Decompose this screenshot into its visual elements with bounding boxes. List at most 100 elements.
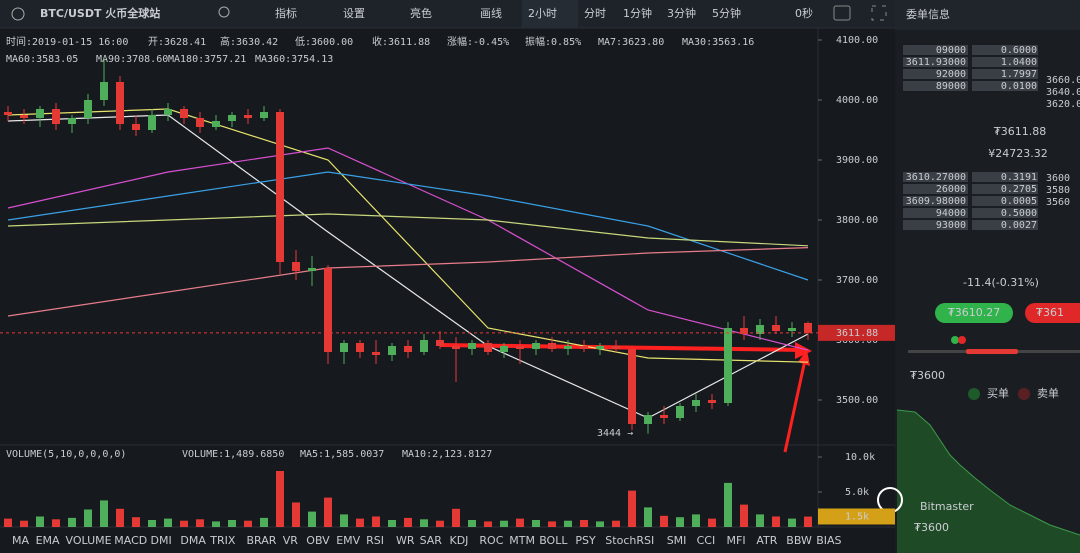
volume-bar bbox=[164, 518, 172, 527]
volume-bar bbox=[628, 490, 636, 527]
sell-button[interactable] bbox=[1025, 303, 1080, 323]
buy-button-label[interactable]: ₮3610.27 bbox=[948, 306, 1001, 319]
current-volume-tag bbox=[818, 508, 895, 525]
candle-body bbox=[676, 406, 684, 418]
indicator-tab[interactable]: BBW bbox=[786, 534, 812, 547]
indicator-tab[interactable]: WR bbox=[396, 534, 415, 547]
candle-body bbox=[692, 400, 700, 406]
volume-bar bbox=[500, 520, 508, 527]
indicator-tab[interactable]: CCI bbox=[697, 534, 716, 547]
indicator-tab[interactable]: BOLL bbox=[539, 534, 568, 547]
candle-body bbox=[292, 262, 300, 271]
symbol[interactable]: BTC/USDT 火币全球站 bbox=[40, 6, 160, 20]
indicator-tab[interactable]: EMV bbox=[336, 534, 360, 547]
indicator-tab[interactable]: MACD bbox=[114, 534, 147, 547]
indicator-tab[interactable]: StochRSI bbox=[605, 534, 654, 547]
indicator-tab[interactable]: RSI bbox=[366, 534, 384, 547]
last-cny: ¥24723.32 bbox=[988, 147, 1048, 160]
candle-body bbox=[596, 346, 604, 349]
ma-line bbox=[7, 114, 809, 419]
indicator-tab[interactable]: BIAS bbox=[816, 534, 841, 547]
ask-depth bbox=[903, 81, 968, 91]
arrow-head bbox=[795, 342, 812, 359]
interval-active[interactable]: 2小时 bbox=[528, 7, 557, 20]
toolbar-item[interactable]: 亮色 bbox=[410, 6, 432, 20]
drawn-arrow bbox=[439, 343, 806, 352]
indicator-tab[interactable]: DMI bbox=[151, 534, 172, 547]
volume-bar bbox=[260, 517, 268, 527]
toolbar-item[interactable]: 指标 bbox=[275, 6, 297, 20]
indicator-tab[interactable]: MTM bbox=[509, 534, 535, 547]
indicator-tab[interactable]: VR bbox=[283, 534, 299, 547]
candle-body bbox=[36, 109, 44, 118]
indicator-tab[interactable]: ATR bbox=[756, 534, 777, 547]
volume-bar bbox=[420, 519, 428, 527]
info-field: MA7:3623.80 bbox=[598, 37, 664, 48]
candle-body bbox=[436, 340, 444, 346]
interval[interactable]: 分时 bbox=[584, 7, 606, 20]
indicator-tab[interactable]: MFI bbox=[727, 534, 746, 547]
candle-body bbox=[564, 346, 572, 349]
ma-line bbox=[7, 171, 809, 281]
candle-body bbox=[228, 115, 236, 121]
volume-info: MA5:1,585.0037 bbox=[300, 449, 384, 460]
volume-bar bbox=[84, 509, 92, 527]
bid-qty-depth bbox=[972, 208, 1038, 218]
volume-bar bbox=[52, 519, 60, 527]
sell-legend: 卖单 bbox=[1037, 387, 1059, 400]
indicator-tab[interactable]: MA bbox=[12, 534, 29, 547]
volume-bar bbox=[564, 520, 572, 527]
volume-bar bbox=[276, 471, 284, 527]
bid-qty-depth bbox=[972, 172, 1038, 182]
candle-body bbox=[452, 346, 460, 349]
indicator-tab[interactable]: KDJ bbox=[450, 534, 469, 547]
bid-qty-depth bbox=[972, 220, 1038, 230]
interval[interactable]: 3分钟 bbox=[667, 6, 696, 20]
candle-body bbox=[740, 328, 748, 334]
candle-body bbox=[132, 124, 140, 130]
ask-qty: 0.6000 bbox=[1001, 45, 1037, 56]
fullscreen-icon[interactable] bbox=[871, 5, 887, 21]
bid-price: 3609.98000 bbox=[906, 196, 966, 207]
indicator-tab[interactable]: BRAR bbox=[247, 534, 277, 547]
camera-icon[interactable] bbox=[833, 5, 851, 21]
depth-bottom-price: ₮3600 bbox=[914, 521, 949, 534]
volume-bar bbox=[388, 520, 396, 527]
current-price-label: 3611.88 bbox=[836, 328, 878, 339]
toolbar-item[interactable]: 设置 bbox=[343, 7, 365, 20]
ask-depth bbox=[903, 69, 968, 79]
candle-body bbox=[756, 325, 764, 334]
indicator-tab[interactable]: OBV bbox=[306, 534, 330, 547]
candle-body bbox=[580, 346, 588, 349]
interval[interactable]: 5分钟 bbox=[712, 6, 741, 20]
indicator-tab[interactable]: PSY bbox=[575, 534, 596, 547]
volume-bar bbox=[516, 518, 524, 527]
volume-bar bbox=[308, 511, 316, 527]
indicator-tab[interactable]: SAR bbox=[420, 534, 443, 547]
volume-bar bbox=[68, 517, 76, 527]
search-icon[interactable] bbox=[218, 6, 230, 18]
bid-price: 26000 bbox=[936, 184, 966, 195]
volume-tick-label: 5.0k bbox=[845, 487, 869, 498]
volume-bar bbox=[132, 517, 140, 527]
volume-info: MA10:2,123.8127 bbox=[402, 449, 492, 460]
timer: 0秒 bbox=[795, 6, 813, 20]
indicator-tab[interactable]: VOLUME bbox=[66, 534, 112, 547]
interval[interactable]: 1分钟 bbox=[623, 6, 652, 20]
ask-axis: 3620.0 bbox=[1046, 99, 1080, 110]
toolbar-item[interactable]: 画线 bbox=[480, 6, 502, 20]
ask-price: 09000 bbox=[936, 45, 966, 56]
volume-bar bbox=[148, 520, 156, 527]
indicator-tab[interactable]: SMI bbox=[667, 534, 687, 547]
indicator-tab[interactable]: ROC bbox=[479, 534, 503, 547]
sell-button-label[interactable]: ₮361 bbox=[1036, 306, 1064, 319]
volume-bar bbox=[468, 520, 476, 527]
indicator-tab[interactable]: DMA bbox=[180, 534, 206, 547]
indicator-tab[interactable]: EMA bbox=[36, 534, 60, 547]
volume-bar bbox=[180, 520, 188, 527]
buy-button[interactable] bbox=[935, 303, 1013, 323]
candle-body bbox=[180, 109, 188, 118]
ask-depth bbox=[903, 57, 968, 67]
indicator-tab[interactable]: TRIX bbox=[209, 534, 236, 547]
ask-qty: 0.0100 bbox=[1001, 81, 1037, 92]
